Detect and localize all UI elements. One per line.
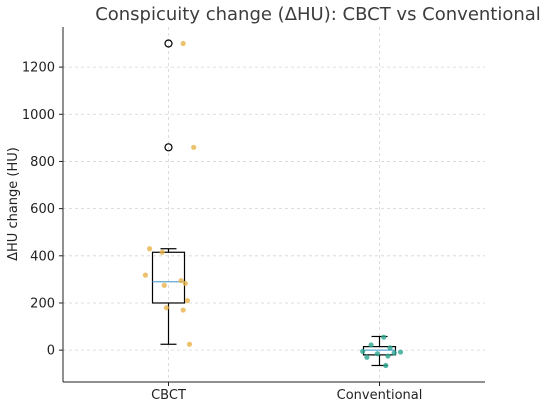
y-axis-label: ΔHU change (HU) xyxy=(6,147,21,261)
box-cbct xyxy=(151,39,186,345)
box-conventional xyxy=(362,335,397,367)
data-point xyxy=(387,345,393,351)
data-point xyxy=(182,280,188,287)
outlier-marker xyxy=(164,39,173,48)
data-point xyxy=(163,305,169,311)
y-tick-label: 800 xyxy=(30,155,55,170)
data-point xyxy=(368,342,374,348)
data-point xyxy=(178,277,184,284)
data-point xyxy=(397,349,404,355)
y-tick-label: 0 xyxy=(47,344,55,359)
data-point xyxy=(364,354,370,360)
boxes xyxy=(151,39,397,367)
grid xyxy=(63,27,485,382)
data-point xyxy=(381,334,387,340)
data-point xyxy=(159,249,165,255)
data-point xyxy=(184,298,190,304)
data-point xyxy=(142,272,148,278)
x-tick-label: CBCT xyxy=(151,388,186,403)
outlier-marker xyxy=(164,143,173,152)
data-point xyxy=(180,40,186,47)
data-point xyxy=(180,307,186,313)
data-point xyxy=(191,144,197,150)
data-point xyxy=(161,282,167,288)
data-point xyxy=(374,351,380,357)
y-tick-label: 600 xyxy=(30,202,55,217)
axes: 0 200 400 600 800 1000 1200 CBCT Conventional xyxy=(22,27,485,403)
data-point xyxy=(186,341,193,347)
data-point xyxy=(391,350,397,356)
data-point xyxy=(385,353,391,359)
y-tick-label: 1000 xyxy=(22,108,55,123)
box-iqr xyxy=(151,251,186,304)
data-point xyxy=(147,246,153,252)
chart-title: Conspicuity change (ΔHU): CBCT vs Conven… xyxy=(95,4,541,25)
points xyxy=(142,40,404,369)
y-tick-label: 400 xyxy=(30,249,55,264)
data-point xyxy=(360,348,366,354)
x-tick-label: Conventional xyxy=(337,388,423,403)
data-point xyxy=(383,362,389,369)
y-tick-label: 200 xyxy=(30,296,55,311)
y-tick-label: 1200 xyxy=(22,61,55,76)
